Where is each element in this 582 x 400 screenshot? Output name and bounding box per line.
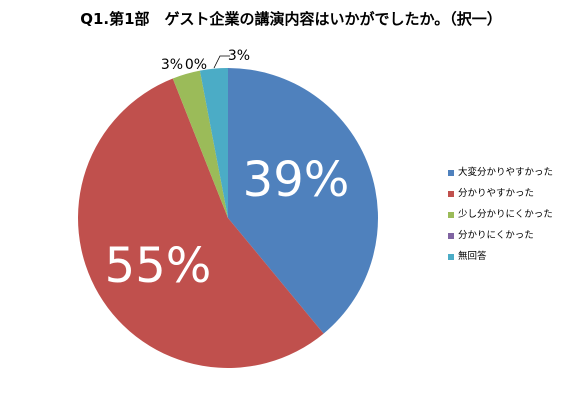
legend-item-3: 少し分かりにくかった (448, 209, 582, 221)
pie-slice-1 (228, 68, 378, 334)
legend-swatch (448, 191, 454, 197)
pie-labels: 39%55%3% 0%3% (105, 48, 350, 294)
legend-item-1: 大変分かりやすかった (448, 167, 582, 179)
chart-legend: 大変分かりやすかった 分かりやすかった少し分かりにくかった 分かりにくかった 無回答 (448, 167, 582, 272)
legend-label: 分かりにくかった (458, 230, 534, 241)
pie-slice-5 (199, 68, 228, 218)
legend-swatch (448, 212, 454, 218)
data-label-slice-4: 0% (185, 57, 207, 73)
data-label-slice-5: 3% (228, 48, 250, 64)
chart-title: Q1.第1部 ゲスト企業の講演内容はいかがでしたか。（択一） (80, 10, 502, 28)
legend-label: 無回答 (458, 251, 487, 262)
legend-label: 少し分かりにくかった (458, 209, 553, 220)
legend-item-4: 分かりにくかった (448, 230, 582, 242)
legend-label: 大変分かりやすかった (458, 167, 554, 178)
data-label-slice-3: 3% (161, 57, 183, 73)
legend-swatch (448, 170, 454, 176)
data-label-slice-1: 39% (243, 152, 350, 208)
pie-slices (78, 68, 378, 369)
legend-label: 分かりやすかった (458, 188, 535, 199)
legend-swatch (448, 233, 454, 239)
leader-line-slice-5 (213, 55, 230, 69)
legend-item-5: 無回答 (448, 251, 582, 263)
data-label-slice-2: 55% (105, 238, 212, 294)
pie-slice-2 (78, 78, 324, 369)
legend-swatch (448, 254, 454, 260)
pie-slice-3 (172, 70, 228, 218)
legend-item-2: 分かりやすかった (448, 188, 582, 200)
